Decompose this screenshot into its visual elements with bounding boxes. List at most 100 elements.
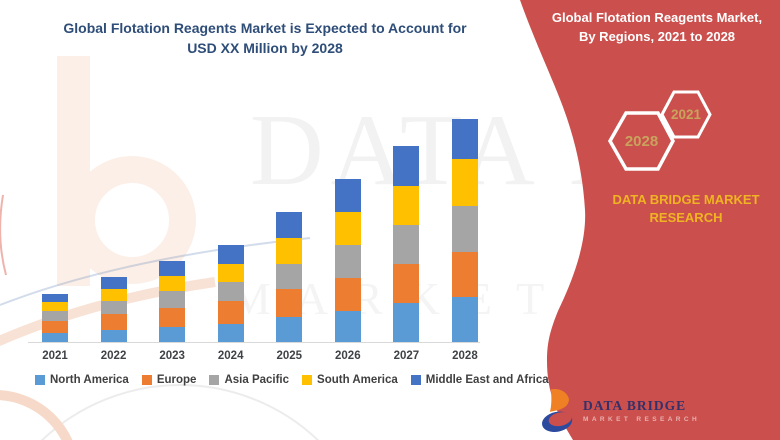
- bar-segment-asia-pacific-2024: [217, 282, 244, 301]
- stacked-bar-2024: [217, 245, 244, 342]
- bar-segment-south-america-2022: [100, 289, 127, 301]
- legend-label-asia-pacific: Asia Pacific: [224, 374, 290, 386]
- bar-segment-europe-2022: [100, 314, 127, 330]
- brand-name-line1: DATA BRIDGE MARKET: [612, 192, 760, 207]
- legend-label-europe: Europe: [156, 374, 197, 386]
- bar-segment-europe-2025: [276, 289, 303, 317]
- bar-segment-asia-pacific-2022: [100, 301, 127, 314]
- bar-segment-asia-pacific-2021: [42, 311, 68, 321]
- bar-segment-south-america-2027: [393, 186, 420, 225]
- side-panel-header-line1: Global Flotation Reagents Market,: [551, 10, 763, 25]
- x-axis-label-2024: 2024: [217, 350, 244, 362]
- bar-segment-middle-east-and-africa-2021: [42, 294, 68, 302]
- x-axis-label-2022: 2022: [100, 350, 127, 362]
- bar-segment-north-america-2028: [451, 297, 478, 342]
- data-bridge-logo-icon: [541, 388, 573, 432]
- bar-segment-europe-2027: [393, 264, 420, 303]
- bar-column-2027: 2027: [393, 112, 420, 362]
- plot-area: 2021 2022 2023 2024 2025 2026 2027 2028: [30, 112, 482, 362]
- legend-swatch-south-america: [302, 375, 313, 385]
- legend-item-north-america: North America: [35, 374, 129, 386]
- bar-column-2021: 2021: [42, 112, 68, 362]
- stacked-bar-2021: [42, 294, 68, 342]
- brand-name-line2: RESEARCH: [649, 209, 723, 225]
- bar-segment-north-america-2025: [276, 317, 303, 342]
- bar-segment-south-america-2028: [451, 159, 478, 206]
- legend-item-middle-east-and-africa: Middle East and Africa: [410, 374, 549, 386]
- chart-title-line1: Global Flotation Reagents Market is Expe…: [63, 20, 467, 36]
- logo-tagline: MARKET RESEARCH: [583, 416, 701, 424]
- bar-segment-south-america-2026: [334, 212, 361, 245]
- bar-segment-middle-east-and-africa-2027: [393, 146, 420, 186]
- legend-item-asia-pacific: Asia Pacific: [209, 374, 289, 386]
- bar-segment-north-america-2026: [334, 311, 361, 342]
- bar-segment-north-america-2021: [42, 333, 68, 342]
- side-panel-header: Global Flotation Reagents Market, By Reg…: [540, 9, 774, 47]
- bar-segment-south-america-2024: [217, 264, 244, 282]
- legend-item-europe: Europe: [141, 374, 197, 386]
- side-panel-header-line2: By Regions, 2021 to 2028: [578, 28, 736, 44]
- bar-segment-europe-2021: [42, 321, 68, 333]
- bar-segment-europe-2026: [334, 278, 361, 311]
- hexagon-2021-label: 2021: [671, 107, 702, 122]
- hexagon-badges: 2028 2021: [607, 90, 712, 171]
- legend-swatch-europe: [141, 375, 152, 385]
- bar-column-2028: 2028: [451, 112, 478, 362]
- stacked-bar-2023: [159, 261, 186, 342]
- bar-segment-north-america-2027: [393, 303, 420, 342]
- bar-segment-europe-2024: [217, 301, 244, 324]
- bar-segment-middle-east-and-africa-2022: [100, 277, 127, 289]
- x-axis-label-2027: 2027: [393, 350, 420, 362]
- hexagon-2028-shape: [607, 111, 675, 171]
- bar-segment-middle-east-and-africa-2026: [334, 179, 361, 212]
- x-axis-label-2021: 2021: [42, 350, 68, 362]
- bar-column-2025: 2025: [276, 112, 303, 362]
- bar-segment-asia-pacific-2023: [159, 291, 186, 308]
- bar-segment-south-america-2025: [276, 238, 303, 264]
- bar-segment-asia-pacific-2028: [451, 206, 478, 252]
- bar-segment-south-america-2021: [42, 302, 68, 311]
- bar-segment-middle-east-and-africa-2025: [276, 212, 303, 238]
- stacked-bar-2028: [451, 119, 478, 342]
- legend-label-middle-east-and-africa: Middle East and Africa: [425, 374, 549, 386]
- stacked-bar-2022: [100, 277, 127, 342]
- bar-segment-asia-pacific-2025: [276, 264, 303, 289]
- x-axis-label-2025: 2025: [276, 350, 303, 362]
- legend-label-north-america: North America: [50, 374, 129, 386]
- logo-wordmark: DATA BRIDGE MARKET RESEARCH: [583, 397, 701, 424]
- bar-column-2024: 2024: [217, 112, 244, 362]
- bar-segment-north-america-2023: [159, 327, 186, 342]
- stacked-bar-2025: [276, 212, 303, 342]
- brand-name-text: DATA BRIDGE MARKET RESEARCH: [588, 191, 780, 226]
- legend-swatch-asia-pacific: [209, 375, 220, 385]
- stacked-bar-2026: [334, 179, 361, 342]
- bar-segment-middle-east-and-africa-2028: [451, 119, 478, 159]
- chart-title: Global Flotation Reagents Market is Expe…: [25, 18, 505, 59]
- bar-segment-europe-2028: [451, 252, 478, 297]
- x-axis-label-2028: 2028: [452, 350, 478, 362]
- logo-company-name: DATA BRIDGE: [583, 397, 687, 413]
- chart-title-line2: USD XX Million by 2028: [187, 40, 343, 57]
- bar-segment-north-america-2024: [217, 324, 244, 342]
- hexagon-2021-shape: [660, 90, 712, 139]
- legend-label-south-america: South America: [317, 374, 398, 386]
- bar-segment-middle-east-and-africa-2024: [217, 245, 244, 264]
- hexagon-2028-label: 2028: [625, 133, 658, 150]
- x-axis-label-2026: 2026: [335, 350, 361, 362]
- bar-segment-asia-pacific-2027: [393, 225, 420, 264]
- bar-segment-middle-east-and-africa-2023: [159, 261, 186, 276]
- bar-column-2023: 2023: [159, 112, 186, 362]
- legend-item-south-america: South America: [302, 374, 398, 386]
- stacked-bar-2027: [393, 146, 420, 342]
- bar-column-2022: 2022: [100, 112, 127, 362]
- legend-swatch-north-america: [35, 375, 45, 385]
- bar-segment-north-america-2022: [100, 330, 127, 342]
- bar-segment-south-america-2023: [159, 276, 186, 291]
- company-logo: DATA BRIDGE MARKET RESEARCH: [540, 386, 700, 436]
- bar-segment-europe-2023: [159, 308, 186, 327]
- x-axis-line: [28, 342, 480, 343]
